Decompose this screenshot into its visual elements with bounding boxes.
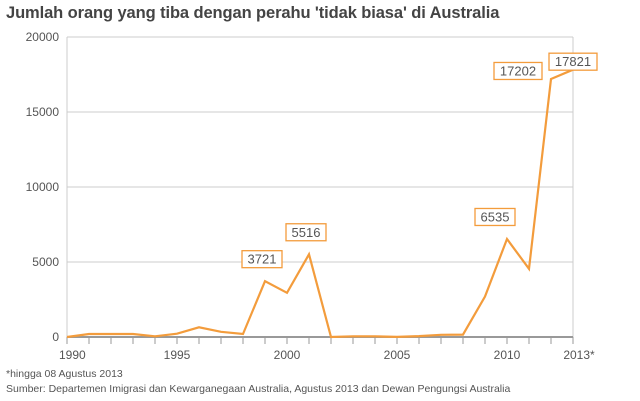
y-tick-label: 20000 xyxy=(26,30,60,44)
x-tick-label: 2013* xyxy=(563,348,595,362)
y-tick-label: 15000 xyxy=(26,105,60,119)
source-text: Sumber: Departemen Imigrasi dan Kewargan… xyxy=(6,383,511,395)
svg-text:17202: 17202 xyxy=(500,63,536,78)
footnote: *hingga 08 Agustus 2013 xyxy=(6,368,123,380)
svg-text:6535: 6535 xyxy=(481,209,510,224)
data-label: 5516 xyxy=(285,223,327,242)
data-label: 17821 xyxy=(548,52,598,71)
y-tick-label: 0 xyxy=(52,330,59,344)
data-label: 17202 xyxy=(493,61,543,81)
x-tick-label: 1990 xyxy=(59,348,86,362)
x-tick-label: 1995 xyxy=(164,348,191,362)
x-tick-label: 2005 xyxy=(384,348,411,362)
data-line xyxy=(66,68,574,339)
svg-text:3721: 3721 xyxy=(248,252,277,267)
data-label: 6535 xyxy=(474,207,516,227)
svg-text:17821: 17821 xyxy=(555,54,591,69)
y-axis: 0 5000 10000 15000 20000 xyxy=(26,30,60,344)
svg-text:5516: 5516 xyxy=(292,225,321,240)
y-tick-label: 5000 xyxy=(32,255,59,269)
x-tick-label: 2010 xyxy=(494,348,521,362)
y-tick-label: 10000 xyxy=(26,180,60,194)
x-axis: 1990 1995 2000 2005 2010 2013* xyxy=(59,336,595,362)
data-labels: 3721 5516 6535 17202 17821 xyxy=(241,52,598,269)
data-label: 3721 xyxy=(241,250,283,269)
chart-title: Jumlah orang yang tiba dengan perahu 'ti… xyxy=(6,4,500,22)
x-tick-label: 2000 xyxy=(274,348,301,362)
gridlines xyxy=(66,36,574,337)
